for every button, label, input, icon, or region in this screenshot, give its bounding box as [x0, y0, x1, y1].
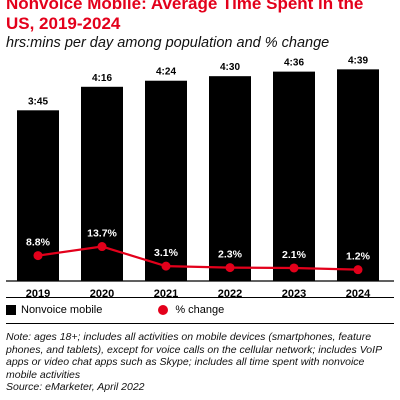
legend-bar-swatch	[6, 305, 16, 315]
percent-label-2023: 2.1%	[282, 249, 307, 261]
bars-group	[17, 69, 379, 282]
legend-item-line: % change	[158, 304, 224, 316]
x-tick-label-2021: 2021	[154, 288, 178, 300]
bar-value-label-2021: 4:24	[156, 67, 176, 78]
x-tick-label-2019: 2019	[26, 288, 50, 300]
bar-value-label-2024: 4:39	[348, 55, 368, 66]
percent-point-2023	[289, 263, 299, 273]
footnote: Note: ages 18+; includes all activities …	[6, 331, 396, 394]
percent-label-2022: 2.3%	[218, 249, 243, 261]
chart-plot: 3:45 4:16 4:24 4:30 4:36 4:39 8.8% 13.7% 3.1% 2.…	[6, 55, 394, 300]
note-text: Note: ages 18+; includes all activities …	[6, 331, 382, 381]
percent-change-points	[33, 242, 363, 275]
bar-2021	[145, 80, 187, 281]
percent-label-2020: 13.7%	[87, 228, 117, 240]
bar-2024	[337, 69, 379, 282]
legend-bar-label: Nonvoice mobile	[21, 304, 103, 316]
bar-value-label-2023: 4:36	[284, 58, 304, 69]
bar-2023	[273, 71, 315, 281]
source-text: Source: eMarketer, April 2022	[6, 381, 145, 394]
legend: Nonvoice mobile % change	[6, 302, 394, 318]
percent-label-2021: 3.1%	[154, 247, 179, 259]
percent-point-2021	[161, 261, 171, 271]
chart-subtitle: hrs:mins per day among population and % …	[6, 35, 330, 51]
x-tick-label-2024: 2024	[346, 288, 371, 300]
legend-line-label: % change	[175, 304, 225, 316]
bar-2022	[209, 76, 251, 281]
legend-line-swatch	[158, 305, 169, 315]
x-tick-label-2020: 2020	[90, 288, 114, 300]
x-tick-label-2022: 2022	[218, 288, 242, 300]
percent-label-2024: 1.2%	[346, 251, 371, 263]
legend-top-rule	[6, 297, 394, 298]
percent-point-2020	[97, 242, 107, 252]
percent-change-line	[37, 245, 359, 271]
bar-value-label-2020: 4:16	[92, 73, 112, 84]
percent-point-2022	[225, 263, 235, 273]
bar-value-label-2019: 3:45	[28, 96, 48, 107]
chart-title: Nonvoice Mobile: Average Time Spent in t…	[6, 0, 364, 33]
percent-change-labels: 8.8% 13.7% 3.1% 2.3% 2.1% 1.2%	[26, 228, 371, 263]
x-axis-tick-labels: 2019 2020 2021 2022 2023 2024	[26, 288, 371, 300]
legend-item-bar: Nonvoice mobile	[6, 304, 102, 316]
bar-labels-group: 3:45 4:16 4:24 4:30 4:36 4:39	[28, 55, 368, 107]
x-tick-label-2023: 2023	[282, 288, 306, 300]
percent-label-2019: 8.8%	[26, 237, 51, 249]
bar-value-label-2022: 4:30	[220, 62, 240, 73]
percent-point-2024	[353, 265, 363, 275]
legend-bottom-rule	[6, 323, 394, 324]
percent-point-2019	[33, 251, 43, 261]
